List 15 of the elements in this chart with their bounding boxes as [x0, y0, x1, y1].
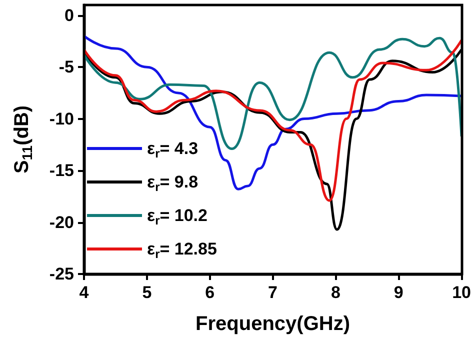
x-axis-title: Frequency(GHz) — [196, 313, 350, 335]
x-tick-label: 9 — [394, 283, 404, 302]
y-tick-label: 0 — [64, 6, 74, 25]
y-tick-label: -10 — [49, 109, 74, 128]
y-tick-label: -25 — [49, 264, 74, 284]
x-tick-label: 4 — [79, 283, 90, 302]
y-tick-label: -15 — [49, 161, 74, 180]
x-tick-label: 10 — [452, 283, 472, 302]
x-tick-label: 7 — [268, 283, 278, 302]
y-axis-title: S11(dB) — [11, 105, 35, 174]
x-tick-label: 6 — [205, 283, 215, 302]
y-tick-label: -20 — [49, 212, 74, 232]
x-tick-label: 5 — [142, 283, 152, 302]
x-tick-label: 8 — [330, 283, 340, 302]
y-tick-label: -5 — [58, 58, 74, 77]
